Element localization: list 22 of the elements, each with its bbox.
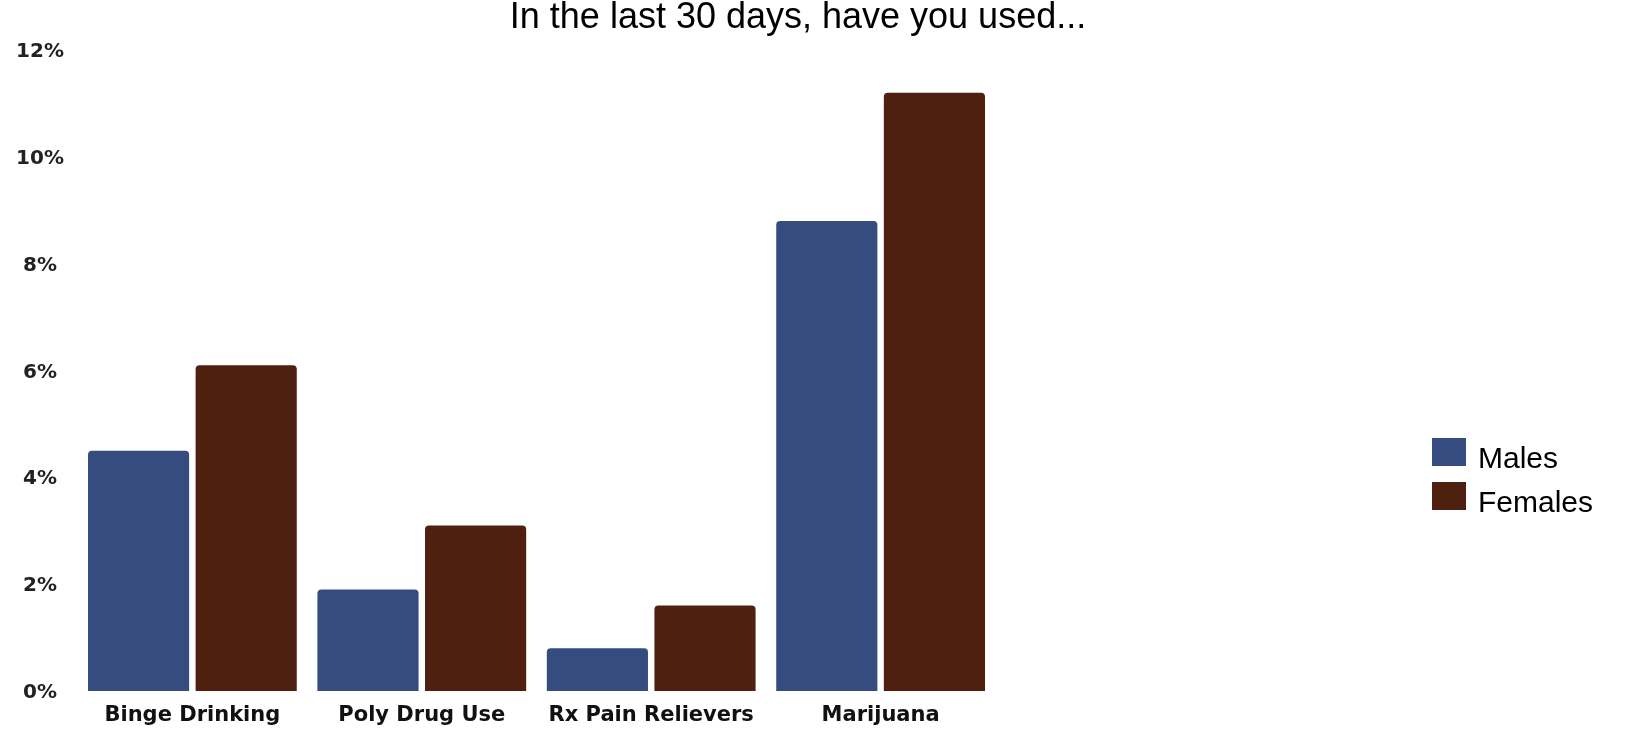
bar — [88, 450, 190, 691]
y-tick-label: 10% — [16, 144, 64, 169]
y-tick-label: 8% — [23, 251, 57, 276]
y-tick-label: 4% — [23, 465, 57, 490]
bar — [883, 92, 985, 691]
y-tick-label: 6% — [23, 358, 57, 383]
bar — [546, 648, 648, 691]
legend-label: Females — [1478, 485, 1594, 518]
chart-title: In the last 30 days, have you used... — [509, 0, 1087, 36]
bar — [776, 220, 878, 691]
y-tick-label: 12% — [16, 38, 64, 62]
bar — [654, 605, 756, 691]
x-tick-label: Rx Pain Relievers — [548, 702, 754, 726]
y-tick-label: 0% — [23, 679, 57, 703]
bar — [195, 365, 297, 691]
y-tick-label: 2% — [23, 572, 57, 597]
bar — [317, 589, 419, 691]
x-tick-label: Binge Drinking — [104, 702, 281, 726]
legend-label: Males — [1478, 441, 1559, 474]
bar — [425, 525, 527, 691]
x-tick-label: Marijuana — [821, 702, 940, 726]
x-tick-label: Poly Drug Use — [338, 702, 506, 726]
